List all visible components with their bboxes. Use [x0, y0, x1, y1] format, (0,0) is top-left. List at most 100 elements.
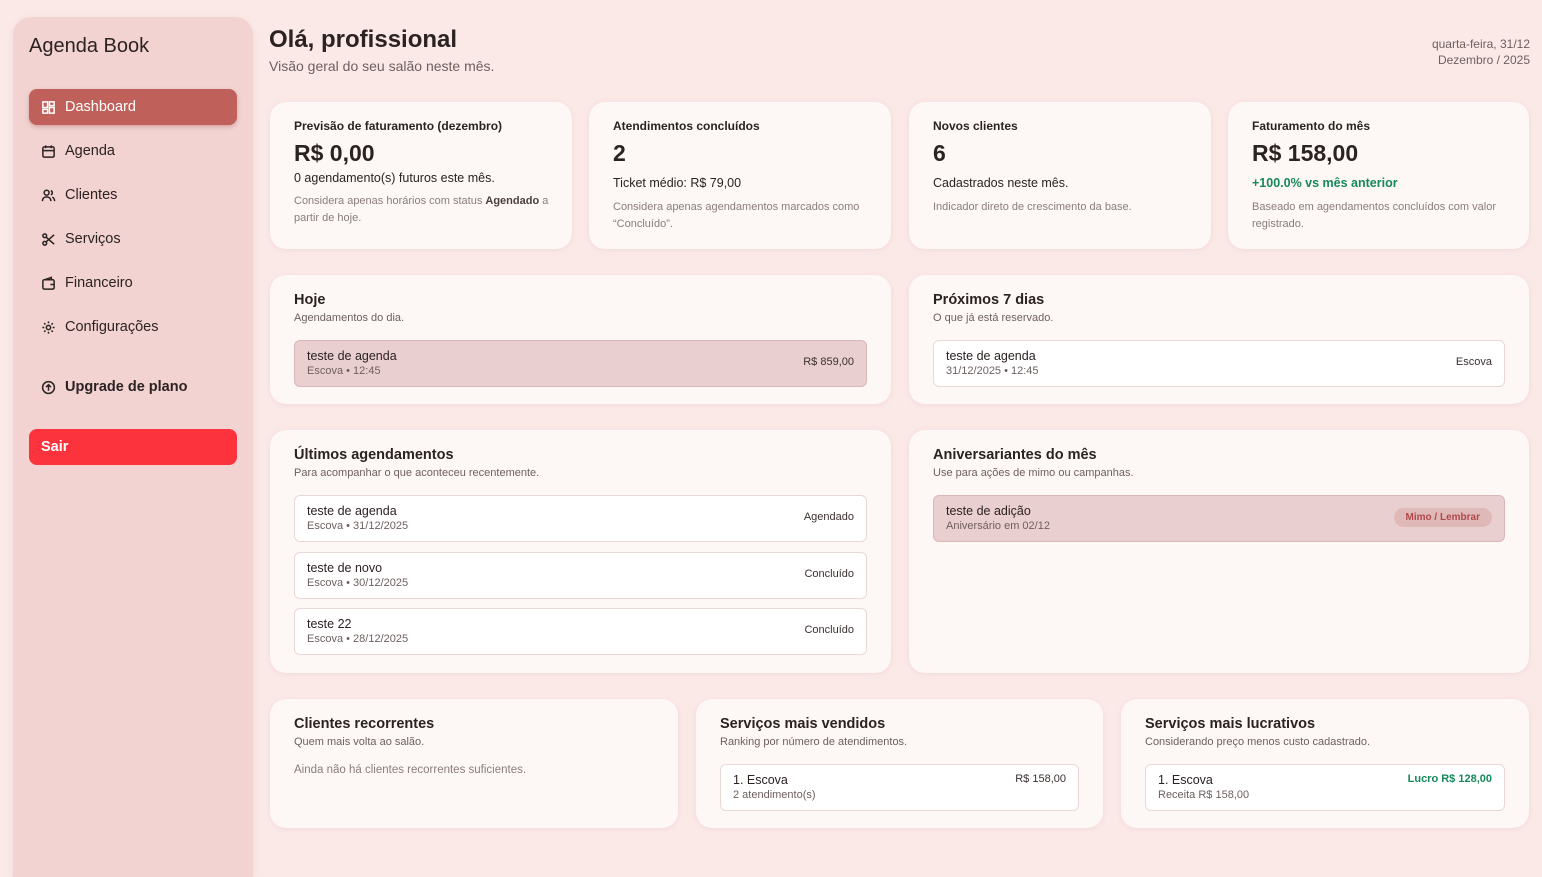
- nav-label: Financeiro: [65, 275, 133, 291]
- stat-card: Faturamento do mês R$ 158,00 +100.0% vs mê…: [1228, 102, 1529, 249]
- stat-label: Previsão de faturamento (dezembro): [294, 119, 503, 133]
- item-name: teste de agenda: [946, 349, 1036, 363]
- nav-label: Dashboard: [65, 99, 136, 115]
- nav-label: Clientes: [65, 187, 118, 203]
- item-name: 1. Escova: [733, 773, 788, 787]
- panel-card: Clientes recorrentes Quem mais volta ao s…: [270, 699, 678, 828]
- item-right: Agendado: [803, 511, 854, 523]
- month: Dezembro / 2025: [1437, 53, 1530, 67]
- note-text: Indicador direto de crescimento da base.: [933, 201, 1132, 213]
- stat-value: 2: [613, 140, 626, 166]
- panel-card: Serviços mais vendidos Ranking por número…: [696, 699, 1103, 828]
- item-meta: 31/12/2025 • 12:45: [946, 365, 1039, 377]
- nav-icon: [42, 320, 55, 334]
- list-item: teste de agenda Escova • 31/12/2025 Agenda…: [294, 495, 867, 542]
- stat-value: R$ 0,00: [294, 140, 375, 166]
- nav-icon: [42, 100, 55, 114]
- panel-card: Próximos 7 dias O que já está reservado. t…: [909, 275, 1529, 404]
- nav-icon: [42, 232, 55, 246]
- upgrade-icon: [41, 380, 56, 394]
- nav-icon: [41, 189, 56, 201]
- stat-card: Novos clientes 6 Cadastrados neste mês. Ind…: [909, 102, 1211, 249]
- nav-label: Serviços: [65, 231, 121, 247]
- note-text: Agendado: [485, 195, 540, 207]
- item-right: Escova: [1455, 356, 1492, 368]
- logout-button[interactable]: Sair: [29, 429, 237, 465]
- panel-subtitle: Quem mais volta ao salão.: [294, 736, 425, 748]
- list-item: teste de agenda 31/12/2025 • 12:45 Escova: [933, 340, 1505, 387]
- list-item: teste de adição Aniversário em 02/12 Mimo …: [933, 495, 1505, 542]
- stat-value: 6: [933, 140, 946, 166]
- note-text: Baseado em agendamentos concluídos com v…: [1252, 201, 1496, 230]
- item-right: Concluído: [804, 624, 854, 636]
- empty-state: Ainda não há clientes recorrentes sufici…: [294, 764, 527, 776]
- item-right: R$ 859,00: [803, 356, 854, 368]
- nav-item[interactable]: Clientes: [29, 177, 237, 213]
- stat-detail: 0 agendamento(s) futuros este mês.: [294, 171, 495, 185]
- item-name: 1. Escova: [1158, 773, 1213, 787]
- stat-note: Indicador direto de crescimento da base.: [933, 199, 1191, 216]
- panel-subtitle: Ranking por número de atendimentos.: [720, 736, 908, 748]
- stat-label: Faturamento do mês: [1252, 119, 1371, 133]
- panel-title: Hoje: [294, 292, 326, 308]
- item-right: Lucro R$ 128,00: [1407, 773, 1492, 785]
- date: quarta-feira, 31/12: [1431, 37, 1530, 51]
- panel-card: Últimos agendamentos Para acompanhar o qu…: [270, 430, 891, 673]
- stat-card: Atendimentos concluídos 2 Ticket médio: R$…: [589, 102, 891, 249]
- panel-title: Próximos 7 dias: [933, 292, 1045, 308]
- note-text: Considera apenas horários com status: [294, 195, 486, 207]
- stat-detail: Ticket médio: R$ 79,00: [613, 176, 742, 190]
- item-name: teste de agenda: [307, 349, 397, 363]
- panel-title: Últimos agendamentos: [294, 447, 454, 463]
- nav-item[interactable]: Dashboard: [29, 89, 237, 125]
- panel-subtitle: Considerando preço menos custo cadastrad…: [1145, 736, 1371, 748]
- nav-item[interactable]: Serviços: [29, 221, 237, 257]
- stat-note: Baseado em agendamentos concluídos com v…: [1252, 199, 1509, 233]
- panel-title: Serviços mais vendidos: [720, 716, 886, 732]
- item-name: teste de adição: [946, 504, 1031, 518]
- list-item: 1. Escova 2 atendimento(s) R$ 158,00: [720, 764, 1079, 811]
- item-meta: Escova • 30/12/2025: [307, 576, 409, 589]
- upgrade-label: Upgrade de plano: [65, 379, 188, 395]
- nav-icon: [42, 275, 55, 290]
- nav-icon: [42, 144, 55, 158]
- nav-item[interactable]: Financeiro: [29, 265, 237, 301]
- nav-item[interactable]: Agenda: [29, 133, 237, 169]
- item-right: Concluído: [804, 567, 854, 580]
- date-block: quarta-feira, 31/12 Dezembro / 2025: [1432, 36, 1530, 68]
- upgrade-button[interactable]: Upgrade de plano: [29, 369, 237, 405]
- stat-note: Considera apenas horários com status Age…: [294, 193, 552, 227]
- item-meta: Escova • 28/12/2025: [307, 633, 409, 645]
- item-meta: Escova • 12:45: [307, 365, 381, 377]
- panel-title: Serviços mais lucrativos: [1145, 716, 1316, 732]
- item-meta: Aniversário em 02/12: [946, 520, 1050, 532]
- item-right: R$ 158,00: [1015, 773, 1066, 785]
- stat-detail: +100.0% vs mês anterior: [1252, 176, 1398, 190]
- panel-title: Clientes recorrentes: [294, 716, 435, 732]
- panel-card: Hoje Agendamentos do dia. teste de agenda E…: [270, 275, 891, 404]
- sidebar: Agenda Book Dashboard Agenda Clientes Serviç…: [13, 17, 253, 877]
- note-text: Considera apenas agendamentos marcados c…: [613, 201, 860, 230]
- nav-item[interactable]: Configurações: [29, 309, 237, 345]
- item-meta: 2 atendimento(s): [733, 789, 816, 801]
- page-title: Olá, profissional: [269, 26, 458, 53]
- panel-subtitle: Agendamentos do dia.: [294, 312, 405, 324]
- note-text: a partir de hoje.: [294, 195, 549, 224]
- item-right: Mimo / Lembrar: [1393, 508, 1492, 527]
- panel-card: Serviços mais lucrativos Considerando pre…: [1121, 699, 1529, 828]
- nav-label: Configurações: [65, 319, 159, 335]
- stat-value: R$ 158,00: [1252, 140, 1359, 166]
- item-name: teste 22: [307, 617, 352, 631]
- list-item: teste de agenda Escova • 12:45 R$ 859,00: [294, 340, 867, 387]
- panel-subtitle: O que já está reservado.: [933, 312, 1054, 324]
- item-meta: Receita R$ 158,00: [1158, 789, 1250, 801]
- stat-label: Novos clientes: [933, 119, 1018, 133]
- list-item: teste 22 Escova • 28/12/2025 Concluído: [294, 608, 867, 655]
- item-meta: Escova • 31/12/2025: [307, 520, 409, 532]
- stat-label: Atendimentos concluídos: [613, 119, 760, 133]
- page-subtitle: Visão geral do seu salão neste mês.: [269, 58, 495, 74]
- list-item: teste de novo Escova • 30/12/2025 Concluíd…: [294, 551, 867, 599]
- item-name: teste de novo: [307, 560, 383, 575]
- panel-subtitle: Para acompanhar o que aconteceu recentem…: [294, 467, 540, 479]
